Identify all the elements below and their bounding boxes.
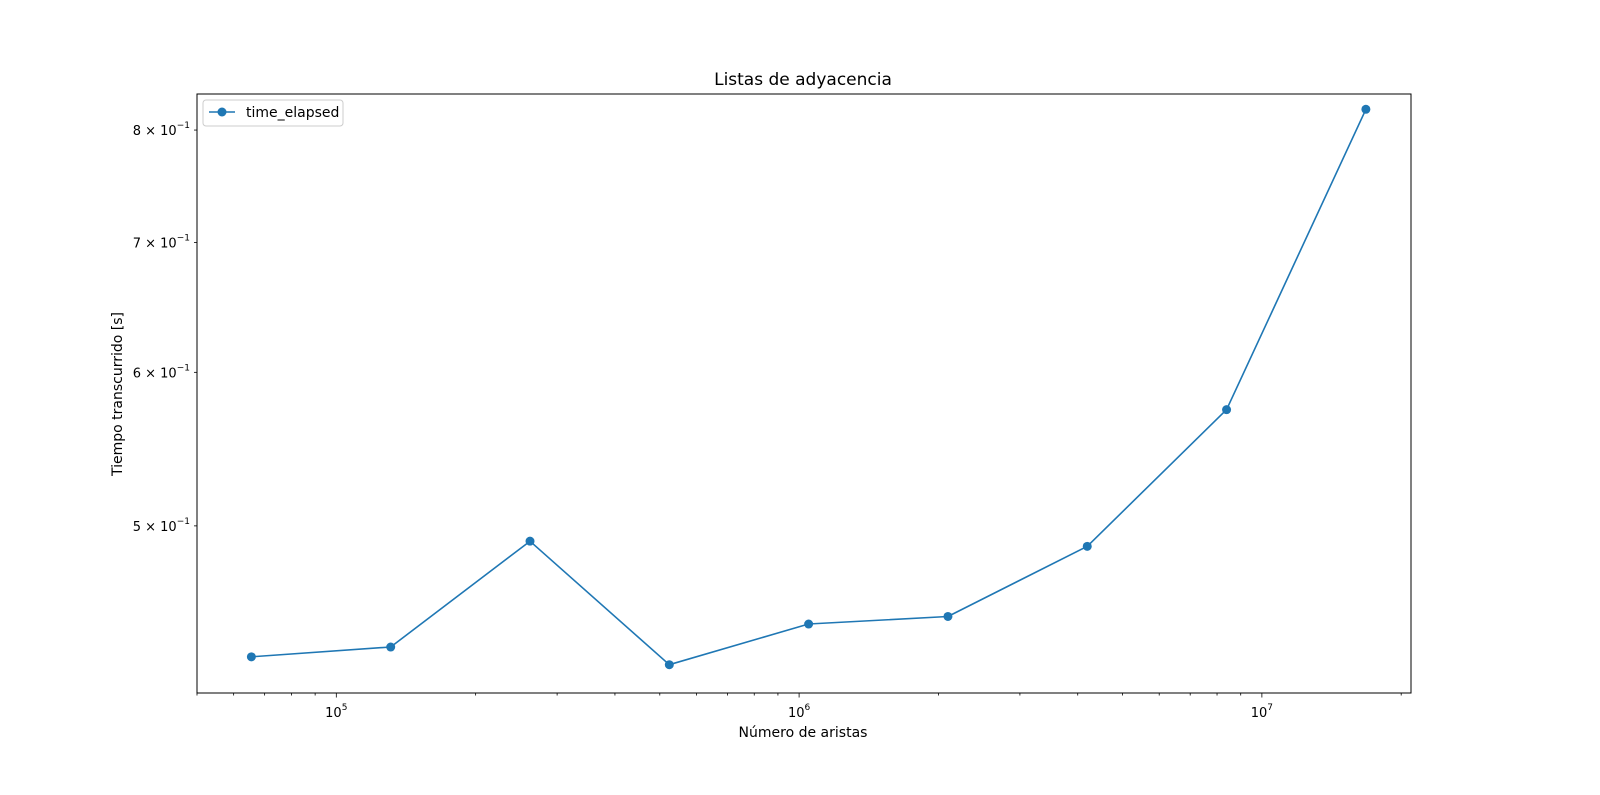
data-point (246, 652, 256, 662)
series-line (251, 108, 1367, 666)
x-axis-label: Número de aristas (739, 725, 868, 741)
x-tick-label: 107 (1251, 703, 1273, 721)
series-layer (246, 104, 1371, 670)
legend-marker (217, 107, 227, 117)
legend-box (202, 99, 344, 127)
plot-frame (196, 93, 1412, 694)
x-tick-label: 105 (325, 703, 347, 721)
y-tick-label: 8 × 10−1 (133, 121, 190, 139)
data-point (386, 642, 396, 652)
data-point (525, 536, 535, 546)
data-point (943, 611, 953, 621)
legend: time_elapsed (202, 99, 344, 127)
data-point (1222, 405, 1232, 415)
data-point (664, 660, 674, 670)
data-point (1082, 541, 1092, 551)
y-axis-ticks: 5 × 10−1 6 × 10−1 7 × 10−1 8 × 10−1 (133, 121, 197, 535)
x-axis-ticks: 105 106 107 (196, 693, 1402, 721)
chart-title: Listas de adyacencia (714, 70, 892, 90)
y-tick-label: 7 × 10−1 (133, 234, 190, 252)
x-tick-label: 106 (788, 703, 811, 721)
data-point (804, 619, 814, 629)
y-axis-label: Tiempo transcurrido [s] (110, 312, 126, 477)
y-tick-label: 5 × 10−1 (133, 517, 190, 535)
y-tick-label: 6 × 10−1 (133, 363, 190, 381)
legend-entry: time_elapsed (246, 105, 339, 121)
data-point (1361, 104, 1371, 114)
